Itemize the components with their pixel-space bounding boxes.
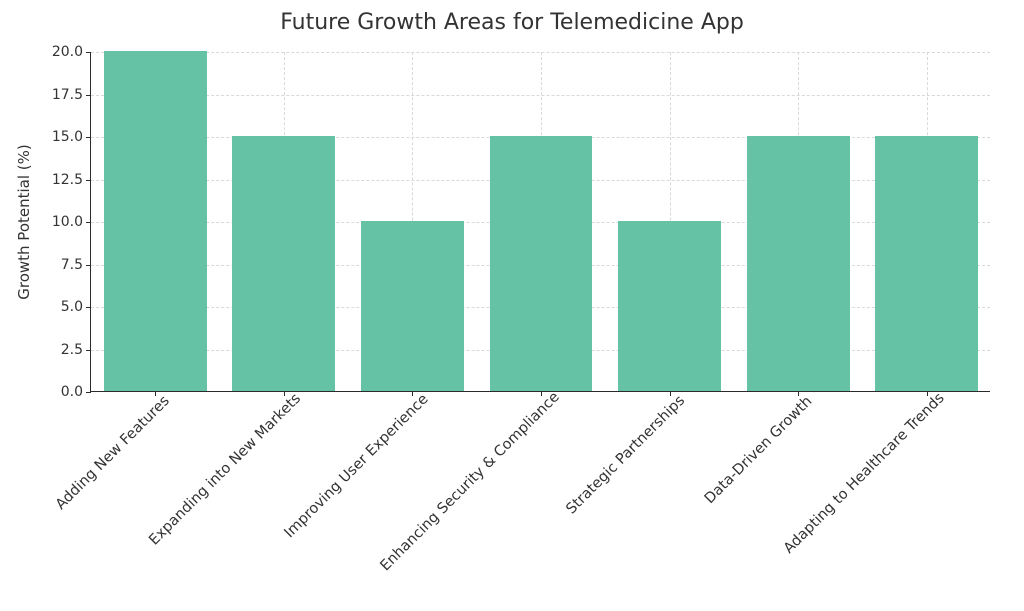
bar [104,51,207,391]
bar [747,136,850,391]
ytick-label: 7.5 [61,257,91,273]
plot-area: 0.02.55.07.510.012.515.017.520.0Adding N… [90,52,990,392]
ytick-label: 5.0 [61,299,91,315]
ytick-label: 10.0 [52,214,91,230]
y-axis-label: Growth Potential (%) [15,144,33,300]
xtick-mark [541,391,542,396]
chart-title: Future Growth Areas for Telemedicine App [0,10,1024,35]
xtick-mark [670,391,671,396]
bar [232,136,335,391]
ytick-label: 12.5 [52,172,91,188]
xtick-mark [927,391,928,396]
xtick-mark [284,391,285,396]
xtick-mark [155,391,156,396]
ytick-label: 17.5 [52,87,91,103]
chart-container: Future Growth Areas for Telemedicine App… [0,0,1024,611]
ytick-label: 15.0 [52,129,91,145]
bar [490,136,593,391]
ytick-label: 2.5 [61,342,91,358]
ytick-label: 0.0 [61,384,91,400]
xtick-mark [412,391,413,396]
bar [875,136,978,391]
xtick-mark [798,391,799,396]
ytick-label: 20.0 [52,44,91,60]
